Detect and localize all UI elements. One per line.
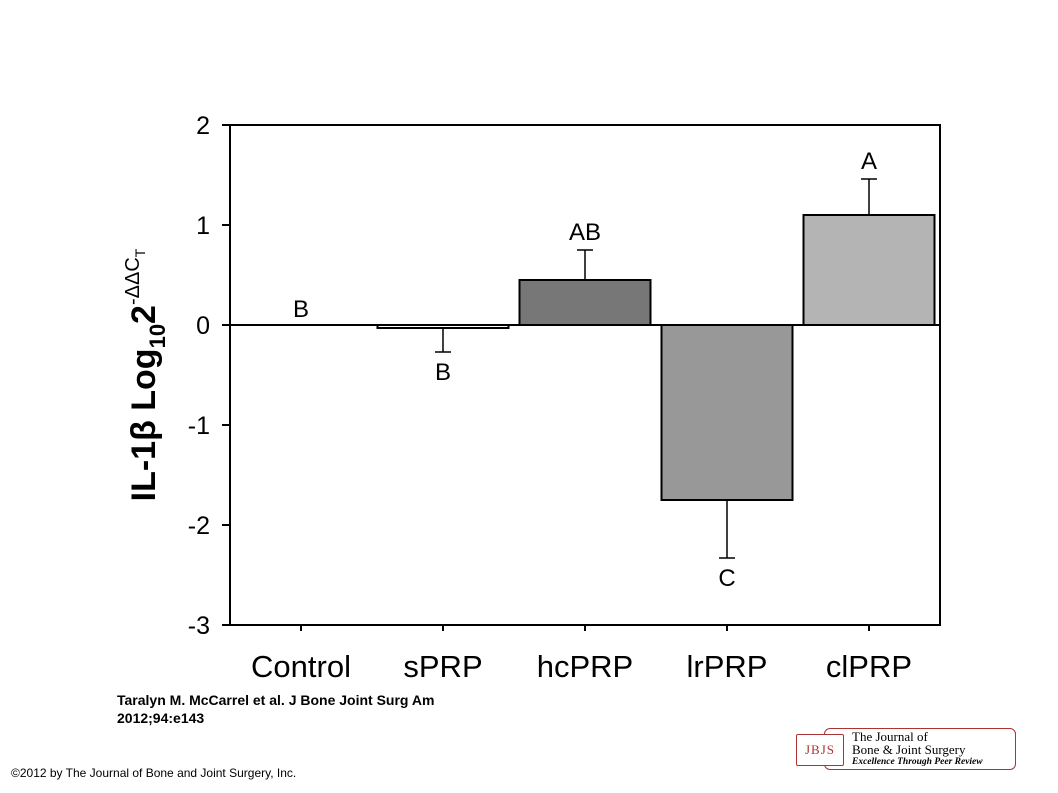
y-axis-label-part: 10 <box>145 324 170 348</box>
y-tick-label: 0 <box>196 312 210 340</box>
significance-label: AB <box>569 219 601 246</box>
logo-line-1: The Journal of <box>852 729 928 744</box>
logo-text: The Journal of Bone & Joint Surgery Exce… <box>852 730 983 768</box>
citation: Taralyn M. McCarrel et al. J Bone Joint … <box>117 691 434 727</box>
plot-frame <box>229 124 941 626</box>
significance-label: B <box>293 296 309 323</box>
y-tick-label: 1 <box>196 212 210 240</box>
copyright-notice: ©2012 by The Journal of Bone and Joint S… <box>11 766 297 780</box>
significance-label: C <box>718 565 735 592</box>
y-tick-label: -2 <box>188 512 210 540</box>
bar <box>518 279 652 326</box>
significance-label: A <box>861 148 877 175</box>
y-axis-label: IL-1β Log102-ΔΔCT <box>122 248 170 501</box>
y-axis-label-part: 2 <box>125 305 163 324</box>
significance-label: B <box>435 359 451 386</box>
y-axis-label-part: T <box>132 248 148 257</box>
logo-tagline: Excellence Through Peer Review <box>852 757 983 767</box>
x-tick-label: sPRP <box>403 649 482 684</box>
logo-line-2: Bone & Joint Surgery <box>852 742 966 757</box>
journal-logo: JBJS The Journal of Bone & Joint Surgery… <box>788 726 1018 772</box>
x-tick-label: Control <box>251 649 351 684</box>
y-axis-label-part: -ΔΔC <box>122 257 144 305</box>
x-tick-label: lrPRP <box>687 649 768 684</box>
y-axis-label-part: IL-1β Log <box>125 348 163 501</box>
bar <box>660 324 794 501</box>
citation-line-2: 2012;94:e143 <box>117 710 205 726</box>
x-tick-label: clPRP <box>826 649 912 684</box>
logo-mark: JBJS <box>796 734 844 766</box>
y-tick-label: 2 <box>196 112 210 140</box>
citation-line-1: Taralyn M. McCarrel et al. J Bone Joint … <box>117 692 435 708</box>
y-tick-label: -3 <box>188 612 210 640</box>
y-tick-label: -1 <box>188 412 210 440</box>
x-tick-label: hcPRP <box>537 649 633 684</box>
bar <box>802 214 936 326</box>
